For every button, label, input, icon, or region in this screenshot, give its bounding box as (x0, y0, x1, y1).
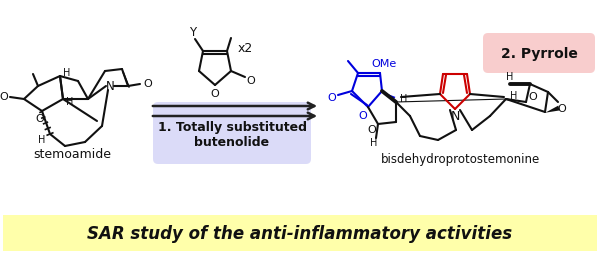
Text: H: H (511, 91, 518, 101)
Text: 2. Pyrrole: 2. Pyrrole (500, 47, 577, 61)
Text: SAR study of the anti-inflammatory activities: SAR study of the anti-inflammatory activ… (88, 224, 512, 242)
Text: stemoamide: stemoamide (33, 148, 111, 161)
Text: N: N (106, 80, 115, 93)
Text: O: O (35, 114, 44, 123)
Text: O: O (529, 92, 538, 102)
Text: O: O (368, 124, 376, 134)
Text: H: H (64, 68, 71, 78)
Polygon shape (545, 106, 560, 113)
Text: O: O (359, 110, 367, 121)
Polygon shape (382, 92, 395, 102)
Text: OMe: OMe (371, 59, 397, 69)
Text: H: H (370, 137, 377, 147)
Text: H: H (67, 97, 74, 107)
Text: butenolide: butenolide (194, 136, 269, 149)
Text: O: O (143, 79, 152, 89)
Text: N: N (451, 110, 460, 123)
Text: O: O (0, 92, 8, 102)
Text: O: O (247, 76, 256, 86)
Text: O: O (557, 104, 566, 114)
Text: H: H (38, 134, 46, 145)
Text: O: O (211, 89, 220, 99)
Text: bisdehydroprotostemonine: bisdehydroprotostemonine (380, 152, 539, 165)
Text: O: O (328, 93, 337, 103)
FancyBboxPatch shape (483, 34, 595, 74)
Text: Y: Y (190, 25, 197, 38)
Text: x2: x2 (238, 41, 253, 54)
Text: 1. Totally substituted: 1. Totally substituted (158, 121, 307, 134)
FancyBboxPatch shape (153, 103, 311, 164)
Text: H: H (506, 72, 514, 82)
Text: H: H (400, 94, 407, 104)
FancyBboxPatch shape (3, 215, 597, 251)
